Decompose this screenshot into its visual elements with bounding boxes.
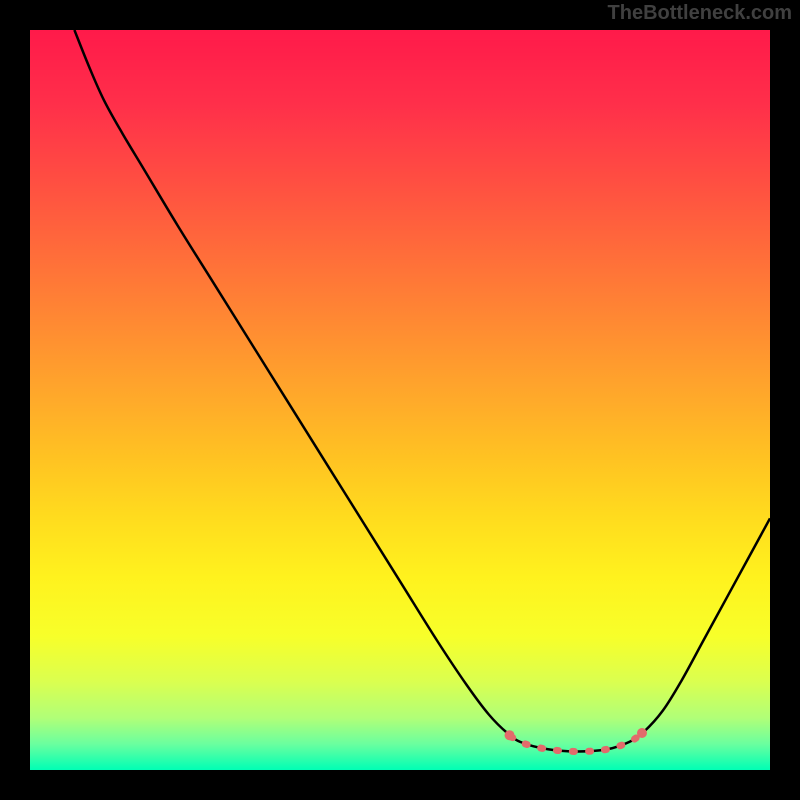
optimal-range-endpoints bbox=[505, 728, 647, 740]
optimal-range-marker bbox=[511, 734, 641, 751]
watermark-text: TheBottleneck.com bbox=[608, 2, 792, 25]
plot-area bbox=[30, 30, 770, 770]
chart-container: TheBottleneck.com bbox=[0, 0, 800, 800]
curve-svg bbox=[30, 30, 770, 770]
bottleneck-curve bbox=[74, 30, 770, 752]
